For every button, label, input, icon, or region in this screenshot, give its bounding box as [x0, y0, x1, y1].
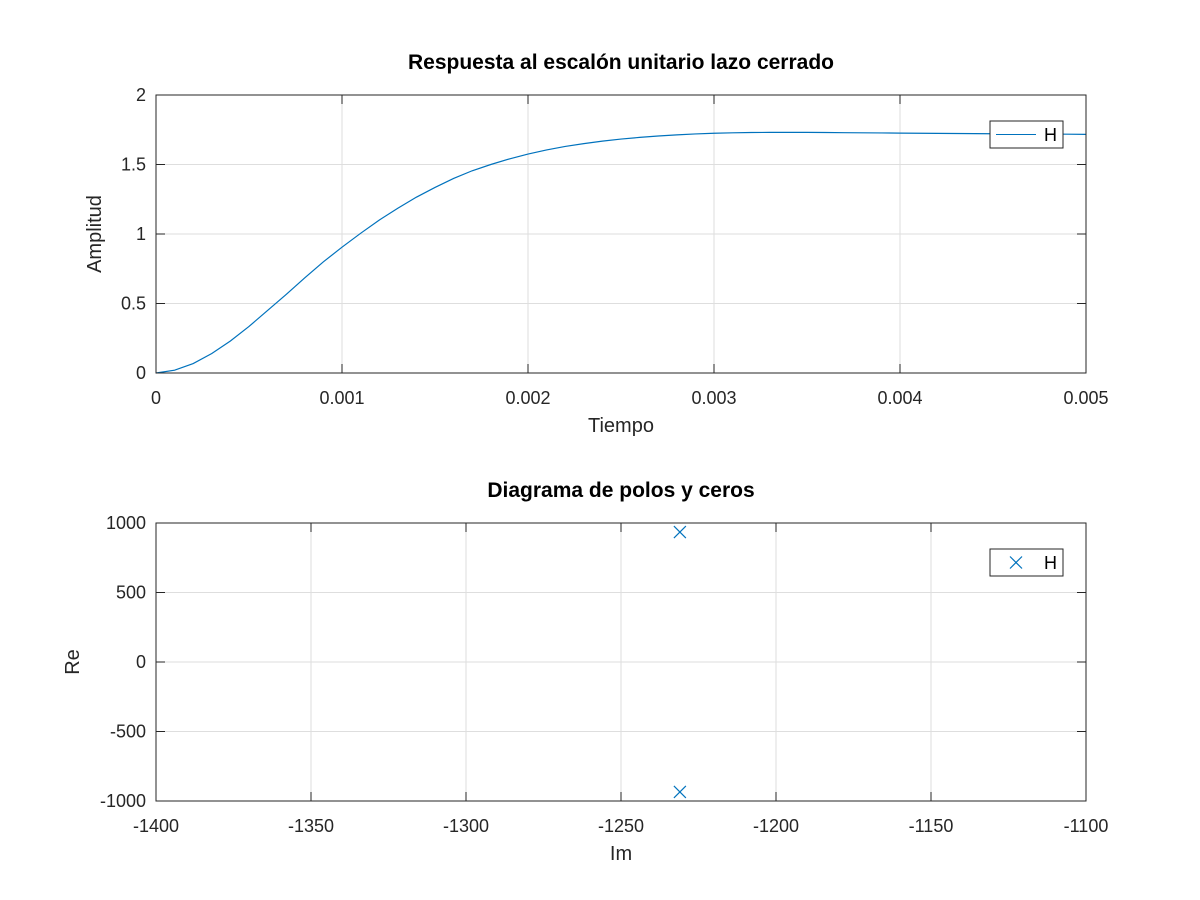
pole-zero-y-tick-labels: -1000 -500 0 500 1000 — [100, 513, 146, 811]
step-response-x-tick-label: 0.004 — [877, 388, 922, 408]
step-response-y-tick-label: 1.5 — [121, 155, 146, 175]
pole-zero-x-tick-label: -1250 — [598, 816, 644, 836]
pole-zero-y-tick-label: 1000 — [106, 513, 146, 533]
pole-zero-legend-marker — [1009, 556, 1023, 569]
pole-zero-y-tick-label: -1000 — [100, 791, 146, 811]
pole-zero-x-tick-label: -1300 — [443, 816, 489, 836]
pole-marker-lower — [673, 785, 687, 799]
pole-zero-y-tick-label: -500 — [110, 722, 146, 742]
step-response-y-tick-label: 1 — [136, 224, 146, 244]
step-response-y-label: Amplitud — [84, 195, 106, 273]
pole-zero-axes: Diagrama de polos y ceros -1400 -1350 -130… — [62, 479, 1108, 865]
step-response-x-tick-label: 0.005 — [1063, 388, 1108, 408]
step-response-x-tick-label: 0.003 — [691, 388, 736, 408]
step-response-legend-label: H — [1044, 125, 1057, 145]
step-response-x-tick-label: 0.001 — [319, 388, 364, 408]
step-response-line-h — [155, 131, 1087, 374]
pole-marker-stroke — [673, 785, 687, 799]
step-response-axes: Respuesta al escalón unitario lazo cerra… — [84, 51, 1109, 437]
pole-zero-legend: H — [989, 548, 1064, 577]
step-response-y-tick-labels: 0 0.5 1 1.5 2 — [121, 85, 146, 383]
pole-zero-x-tick-label: -1200 — [753, 816, 799, 836]
pole-zero-series-group — [673, 525, 687, 799]
pole-zero-y-tick-label: 0 — [136, 652, 146, 672]
step-response-x-tick-label: 0 — [151, 388, 161, 408]
pole-marker-upper — [673, 525, 687, 539]
pole-zero-x-tick-label: -1350 — [288, 816, 334, 836]
pole-zero-x-tick-labels: -1400 -1350 -1300 -1250 -1200 -1150 -1100 — [133, 816, 1108, 836]
pole-zero-x-label: Im — [610, 843, 632, 865]
step-response-y-tick-label: 0.5 — [121, 294, 146, 314]
step-response-title: Respuesta al escalón unitario lazo cerra… — [408, 51, 834, 74]
legend-x-stroke — [1009, 556, 1023, 569]
pole-zero-x-tick-label: -1400 — [133, 816, 179, 836]
pole-zero-y-tick-label: 500 — [116, 583, 146, 603]
pole-zero-x-tick-label: -1100 — [1064, 816, 1109, 836]
step-response-x-tick-label: 0.002 — [505, 388, 550, 408]
step-response-axes-box — [155, 94, 1087, 374]
pole-zero-axes-box — [155, 522, 1087, 802]
step-response-series-group — [155, 131, 1087, 374]
step-response-x-label: Tiempo — [588, 415, 654, 437]
pole-zero-title: Diagrama de polos y ceros — [487, 479, 754, 502]
pole-zero-y-label: Re — [62, 649, 84, 675]
pole-zero-x-tick-label: -1150 — [909, 816, 954, 836]
pole-zero-legend-box — [989, 548, 1064, 577]
step-response-legend: H — [989, 120, 1064, 149]
step-response-y-tick-label: 2 — [136, 85, 146, 105]
step-response-y-tick-label: 0 — [136, 363, 146, 383]
pole-marker-stroke — [673, 525, 687, 539]
pole-zero-legend-label: H — [1044, 553, 1057, 573]
step-response-x-tick-labels: 0 0.001 0.002 0.003 0.004 0.005 — [151, 388, 1109, 408]
